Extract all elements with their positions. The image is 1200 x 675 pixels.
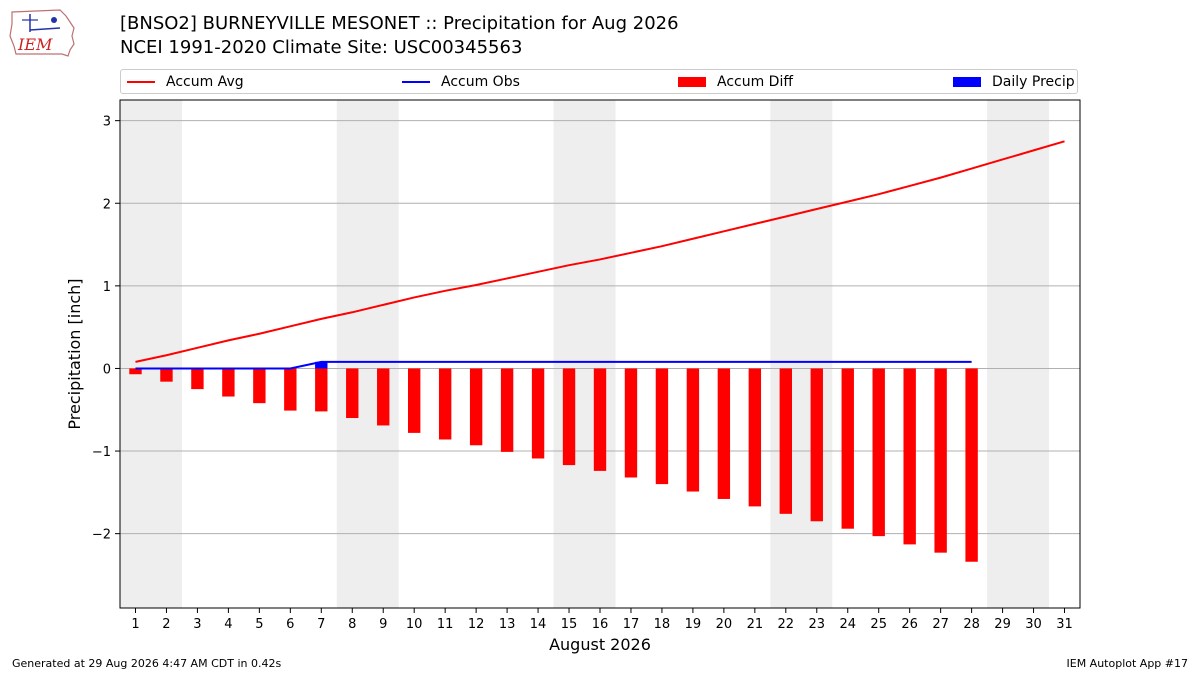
accum-diff-bar <box>655 368 669 485</box>
x-tick-label: 2 <box>162 617 170 632</box>
iem-logo: IEM <box>9 9 75 57</box>
x-tick-label: 19 <box>685 617 702 632</box>
x-tick-label: 29 <box>994 617 1011 632</box>
accum-diff-bar <box>903 368 916 545</box>
x-tick-label: 18 <box>654 617 671 632</box>
weekend-band <box>553 100 616 608</box>
x-tick-label: 5 <box>255 617 263 632</box>
accum-diff-bar <box>377 368 390 426</box>
x-tick-label: 6 <box>286 617 294 632</box>
x-tick-label: 9 <box>379 617 387 632</box>
x-tick-label: 8 <box>348 617 356 632</box>
accum-diff-bar <box>531 368 545 459</box>
x-tick-label: 1 <box>131 617 139 632</box>
x-tick-label: 23 <box>809 617 826 632</box>
accum-diff-bar <box>253 368 266 404</box>
x-tick-label: 31 <box>1056 617 1073 632</box>
iowa-outline-shape <box>9 9 75 57</box>
x-tick-label: 3 <box>193 617 201 632</box>
x-tick-label: 25 <box>870 617 887 632</box>
x-tick-label: 7 <box>317 617 325 632</box>
legend-item-accum-diff: Accum Diff <box>678 73 793 91</box>
y-tick-label: 3 <box>103 115 111 130</box>
legend-label-accum-diff: Accum Diff <box>717 74 794 90</box>
x-tick-label: 14 <box>530 617 547 632</box>
legend-swatch-accum-diff <box>678 77 706 87</box>
legend-label-accum-obs: Accum Obs <box>441 74 520 90</box>
x-tick-label: 27 <box>932 617 949 632</box>
x-tick-label: 13 <box>499 617 516 632</box>
accum-diff-bar <box>222 368 235 397</box>
x-tick-label: 12 <box>468 617 485 632</box>
legend: Accum Avg Accum Obs Accum Diff Daily Pre… <box>120 69 1078 94</box>
accum-diff-bar <box>841 368 854 529</box>
x-tick-label: 17 <box>623 617 640 632</box>
legend-swatch-accum-obs <box>402 81 430 83</box>
accum-diff-bar <box>810 368 823 522</box>
legend-item-accum-obs: Accum Obs <box>402 73 520 91</box>
y-tick-label: −1 <box>92 445 111 460</box>
x-tick-label: 21 <box>747 617 764 632</box>
x-tick-label: 20 <box>716 617 733 632</box>
x-tick-label: 28 <box>963 617 980 632</box>
accum-diff-bar <box>408 368 421 433</box>
accum-diff-bar <box>284 368 297 411</box>
x-tick-label: 30 <box>1025 617 1042 632</box>
accum-diff-bar <box>500 368 514 452</box>
accum-obs-line <box>135 360 972 370</box>
accum-diff-bar <box>624 368 638 478</box>
accum-diff-bar <box>965 368 978 562</box>
app-credit: IEM Autoplot App #17 <box>1066 657 1189 670</box>
accum-diff-bar <box>346 368 359 419</box>
y-tick-label: 0 <box>103 362 111 377</box>
legend-item-daily-precip: Daily Precip <box>953 73 1075 91</box>
y-axis-label: Precipitation [inch] <box>65 278 84 429</box>
x-tick-label: 16 <box>592 617 609 632</box>
daily-precip-bar <box>315 361 328 369</box>
legend-swatch-daily-precip <box>953 77 981 87</box>
accum-diff-bar <box>686 368 700 492</box>
accum-diff-bar <box>779 368 792 514</box>
legend-item-accum-avg: Accum Avg <box>127 73 244 91</box>
y-tick-label: 2 <box>103 197 111 212</box>
x-tick-label: 4 <box>224 617 232 632</box>
accum-diff-bar <box>438 368 452 440</box>
legend-swatch-accum-avg <box>127 81 155 83</box>
accum-diff-bar <box>562 368 576 466</box>
x-axis-label: August 2026 <box>549 635 651 654</box>
weekend-band <box>336 100 399 608</box>
accum-diff-bar <box>593 368 607 471</box>
accum-diff-bar <box>129 368 142 375</box>
x-tick-label: 10 <box>406 617 423 632</box>
legend-label-accum-avg: Accum Avg <box>166 74 244 90</box>
accum-avg-line <box>135 140 1065 363</box>
weekend-band <box>987 100 1050 608</box>
x-tick-label: 15 <box>561 617 578 632</box>
accum-diff-bar <box>315 368 328 412</box>
generated-timestamp: Generated at 29 Aug 2026 4:47 AM CDT in … <box>12 657 282 670</box>
x-tick-label: 22 <box>778 617 795 632</box>
y-tick-label: 1 <box>103 280 111 295</box>
accum-diff-bar <box>160 368 173 382</box>
accum-diff-bar <box>934 368 947 553</box>
weekend-band <box>770 100 833 608</box>
chart-title: [BNSO2] BURNEYVILLE MESONET :: Precipita… <box>120 13 679 34</box>
logo-text: IEM <box>17 35 53 54</box>
accum-diff-bar <box>191 368 204 390</box>
accum-diff-bar <box>469 368 483 446</box>
legend-label-daily-precip: Daily Precip <box>992 74 1075 90</box>
chart-subtitle: NCEI 1991-2020 Climate Site: USC00345563 <box>120 37 523 58</box>
x-tick-label: 24 <box>839 617 856 632</box>
accum-diff-bar <box>872 368 885 537</box>
x-tick-label: 11 <box>437 617 454 632</box>
x-tick-label: 26 <box>901 617 918 632</box>
accum-diff-bar <box>717 368 731 499</box>
accum-diff-bar <box>748 368 762 507</box>
y-tick-label: −2 <box>92 528 111 543</box>
